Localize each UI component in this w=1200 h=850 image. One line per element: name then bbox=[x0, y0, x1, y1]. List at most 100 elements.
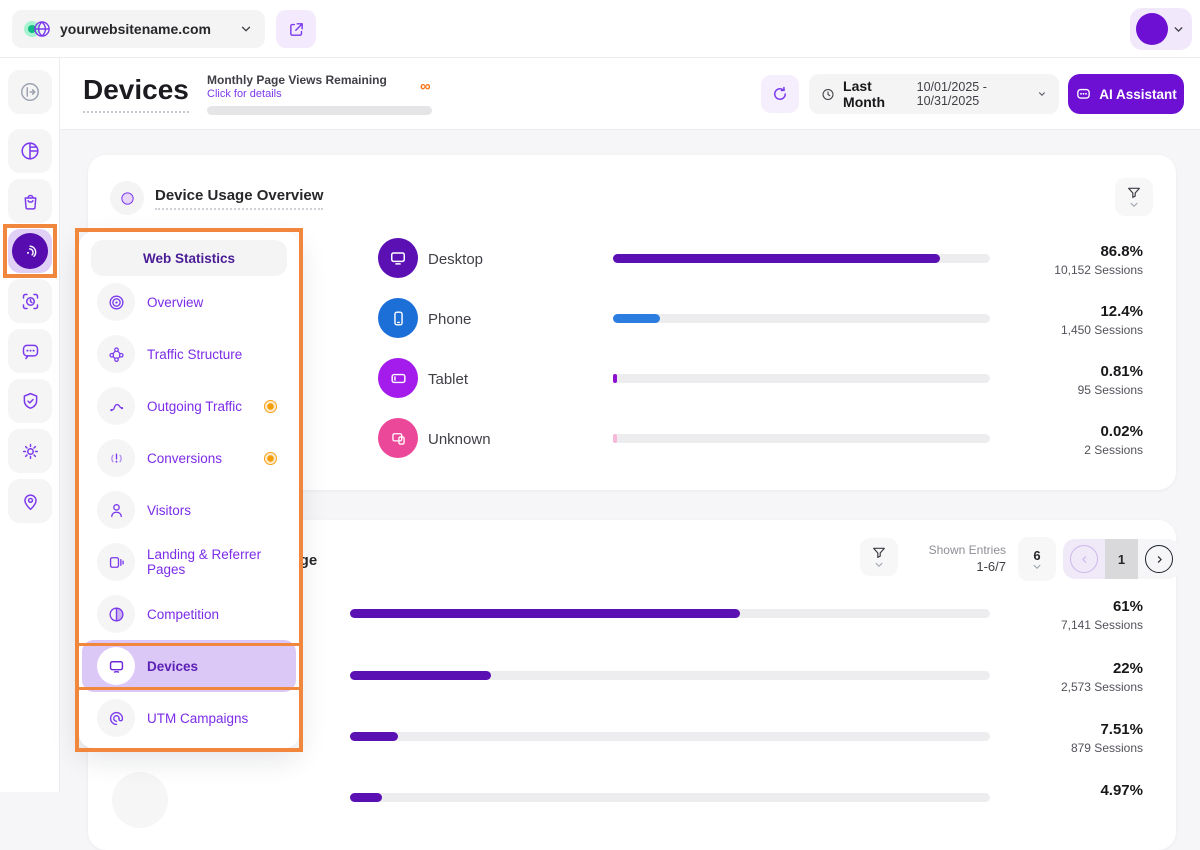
usage-row-icon-partial bbox=[112, 772, 168, 828]
usage-value: 61% 7,141 Sessions bbox=[1060, 598, 1143, 632]
unknown-device-icon bbox=[378, 418, 418, 458]
chevron-down-icon bbox=[1174, 26, 1183, 32]
funnel-icon bbox=[873, 547, 885, 558]
sidebar-item-feedback[interactable] bbox=[8, 329, 52, 373]
menu-item-visitors[interactable]: Visitors bbox=[91, 484, 287, 536]
date-range-picker[interactable]: Last Month 10/01/2025 - 10/31/2025 bbox=[809, 74, 1059, 114]
device-value: 0.02% 2 Sessions bbox=[1084, 423, 1143, 457]
menu-item-devices[interactable]: Devices bbox=[82, 640, 296, 692]
menu-item-outgoing-traffic[interactable]: Outgoing Traffic bbox=[91, 380, 287, 432]
devices-icon bbox=[97, 647, 135, 685]
chevron-down-icon bbox=[1033, 564, 1041, 569]
chevron-down-icon bbox=[1130, 202, 1138, 208]
avatar bbox=[1136, 13, 1168, 45]
refresh-icon bbox=[774, 86, 786, 100]
device-bar bbox=[613, 314, 990, 323]
sidebar-item-analytics[interactable] bbox=[8, 129, 52, 173]
visitors-icon bbox=[97, 491, 135, 529]
quota-infinity-value: ∞ bbox=[420, 78, 431, 95]
website-selector[interactable]: yourwebsitename.com bbox=[12, 10, 265, 48]
shield-check-icon bbox=[23, 392, 37, 409]
prev-page-button[interactable] bbox=[1063, 539, 1105, 579]
menu-item-traffic-structure[interactable]: Traffic Structure bbox=[91, 328, 287, 380]
card1-filter-button[interactable] bbox=[1115, 178, 1153, 216]
top-bar: yourwebsitename.com bbox=[0, 0, 1200, 58]
shown-entries: Shown Entries 1-6/7 bbox=[928, 543, 1006, 574]
website-globe-icon bbox=[24, 19, 50, 39]
device-label: Unknown bbox=[428, 431, 491, 448]
external-link-icon bbox=[289, 22, 303, 36]
arrow-left-icon bbox=[1081, 555, 1086, 563]
chevron-down-icon bbox=[241, 26, 251, 32]
sidebar-item-settings[interactable] bbox=[8, 429, 52, 473]
pagination: 1 bbox=[1063, 539, 1180, 579]
device-label: Phone bbox=[428, 311, 472, 328]
sidebar-item-store[interactable] bbox=[8, 179, 52, 223]
device-label: Desktop bbox=[428, 251, 484, 268]
expand-sidebar-icon bbox=[21, 83, 39, 101]
outgoing-traffic-icon bbox=[97, 387, 135, 425]
notification-badge bbox=[264, 399, 277, 413]
period-range: 10/01/2025 - 10/31/2025 bbox=[916, 80, 987, 108]
account-menu[interactable] bbox=[1130, 8, 1192, 50]
competition-icon bbox=[97, 595, 135, 633]
period-label: Last Month bbox=[843, 78, 886, 110]
menu-item-utm-campaigns[interactable]: UTM Campaigns bbox=[91, 692, 287, 744]
device-value: 12.4% 1,450 Sessions bbox=[1060, 303, 1143, 337]
device-bar bbox=[613, 254, 990, 263]
session-recording-icon bbox=[22, 293, 38, 309]
page-size-select[interactable]: 6 bbox=[1018, 537, 1056, 581]
card1-title: Device Usage Overview bbox=[155, 187, 324, 210]
device-bar bbox=[613, 434, 990, 443]
current-page[interactable]: 1 bbox=[1105, 539, 1138, 579]
gear-icon bbox=[22, 443, 38, 459]
sidebar-item-visitor-location[interactable] bbox=[8, 479, 52, 523]
next-page-button[interactable] bbox=[1138, 539, 1180, 579]
refresh-button[interactable] bbox=[761, 75, 799, 113]
sidebar-item-session-recordings[interactable] bbox=[8, 279, 52, 323]
icon-sidebar bbox=[0, 58, 60, 792]
menu-item-conversions[interactable]: Conversions bbox=[91, 432, 287, 484]
card-title-icon bbox=[110, 181, 144, 215]
conversions-icon bbox=[97, 439, 135, 477]
sidebar-expand-button[interactable] bbox=[8, 70, 52, 114]
funnel-icon bbox=[1128, 187, 1140, 198]
ai-chat-icon bbox=[1077, 88, 1091, 99]
shopping-bag-icon bbox=[24, 194, 36, 210]
open-website-button[interactable] bbox=[276, 10, 316, 48]
quota-label: Monthly Page Views Remaining bbox=[207, 73, 387, 87]
menu-item-landing-referrer-pages[interactable]: Landing & Referrer Pages bbox=[91, 536, 287, 588]
usage-value: 7.51% 879 Sessions bbox=[1070, 721, 1143, 755]
notification-badge bbox=[264, 451, 277, 465]
usage-value: 22% 2,573 Sessions bbox=[1060, 660, 1143, 694]
traffic-structure-icon bbox=[97, 335, 135, 373]
sidebar-item-web-statistics[interactable] bbox=[8, 229, 52, 273]
web-statistics-flyout-menu: Web Statistics Overview Traffic Structur… bbox=[79, 232, 299, 748]
usage-bar bbox=[350, 609, 990, 618]
card2-filter-button[interactable] bbox=[860, 538, 898, 576]
website-name: yourwebsitename.com bbox=[60, 21, 211, 37]
pie-icon bbox=[120, 191, 134, 205]
page-title: Devices bbox=[83, 74, 189, 113]
chevron-down-icon bbox=[1039, 92, 1046, 96]
chat-bubble-icon bbox=[22, 344, 38, 359]
quota-progress-bar bbox=[207, 106, 432, 115]
device-bar bbox=[613, 374, 990, 383]
utm-campaigns-icon bbox=[97, 699, 135, 737]
menu-item-overview[interactable]: Overview bbox=[91, 276, 287, 328]
page-header: Devices Monthly Page Views Remaining Cli… bbox=[60, 58, 1200, 130]
phone-icon bbox=[378, 298, 418, 338]
usage-bar bbox=[350, 793, 990, 802]
menu-title: Web Statistics bbox=[91, 240, 287, 276]
sidebar-item-security[interactable] bbox=[8, 379, 52, 423]
pie-chart-icon bbox=[21, 142, 39, 160]
menu-item-competition[interactable]: Competition bbox=[91, 588, 287, 640]
arrow-right-icon bbox=[1157, 555, 1162, 563]
clock-icon bbox=[822, 88, 834, 100]
usage-value: 4.97% bbox=[1100, 782, 1143, 799]
usage-bar bbox=[350, 671, 990, 680]
quota-details-link[interactable]: Click for details bbox=[207, 88, 282, 100]
ai-assistant-button[interactable]: AI Assistant bbox=[1068, 74, 1184, 114]
web-statistics-icon bbox=[12, 233, 48, 269]
device-value: 0.81% 95 Sessions bbox=[1077, 363, 1143, 397]
